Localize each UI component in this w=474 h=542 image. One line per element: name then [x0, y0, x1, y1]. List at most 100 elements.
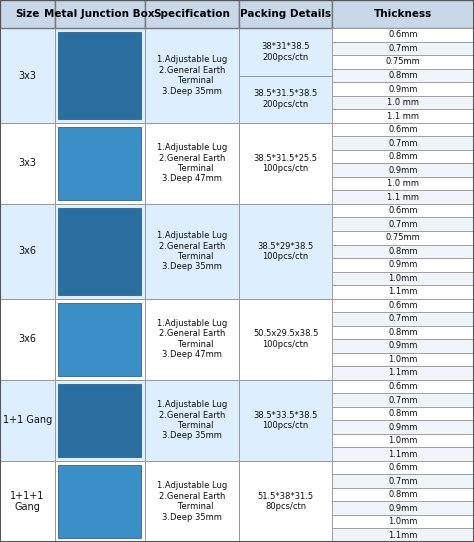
Text: 0.9mm: 0.9mm — [388, 504, 418, 513]
Bar — [145, 0, 239, 28]
Bar — [332, 461, 474, 474]
Bar — [332, 150, 474, 163]
Bar — [239, 28, 332, 123]
Bar — [239, 299, 332, 380]
Bar — [58, 127, 141, 200]
Bar — [55, 380, 145, 461]
Bar — [58, 302, 141, 376]
Bar — [332, 55, 474, 69]
Bar — [332, 272, 474, 285]
Text: 1.Adjustable Lug
2.General Earth
   Terminal
3.Deep 35mm: 1.Adjustable Lug 2.General Earth Termina… — [157, 400, 227, 441]
Bar — [332, 339, 474, 353]
Bar — [332, 123, 474, 137]
Bar — [58, 465, 141, 538]
Bar — [55, 299, 145, 380]
Text: 0.9mm: 0.9mm — [388, 166, 418, 175]
Text: 0.6mm: 0.6mm — [388, 206, 418, 215]
Text: 0.6mm: 0.6mm — [388, 125, 418, 134]
Text: 0.8mm: 0.8mm — [388, 490, 418, 499]
Text: 0.7mm: 0.7mm — [388, 396, 418, 404]
Text: 0.7mm: 0.7mm — [388, 314, 418, 324]
Text: Specification: Specification — [154, 9, 230, 19]
Bar — [0, 123, 55, 204]
Bar — [332, 312, 474, 326]
Bar — [332, 137, 474, 150]
Text: 1.1mm: 1.1mm — [388, 369, 418, 377]
Bar — [239, 461, 332, 542]
Bar — [332, 528, 474, 542]
Text: 1.0 mm: 1.0 mm — [387, 98, 419, 107]
Bar — [0, 204, 55, 299]
Text: Metal Junction Box: Metal Junction Box — [44, 9, 155, 19]
Text: 0.8mm: 0.8mm — [388, 71, 418, 80]
Text: 0.9mm: 0.9mm — [388, 423, 418, 431]
Bar — [332, 488, 474, 501]
Bar — [332, 28, 474, 42]
Text: 38.5*33.5*38.5
100pcs/ctn: 38.5*33.5*38.5 100pcs/ctn — [254, 411, 318, 430]
Text: 3x6: 3x6 — [18, 334, 36, 344]
Bar — [58, 384, 141, 457]
Text: 0.6mm: 0.6mm — [388, 382, 418, 391]
Text: 0.8mm: 0.8mm — [388, 328, 418, 337]
Text: 1.0mm: 1.0mm — [388, 355, 418, 364]
Bar — [332, 407, 474, 420]
Text: 0.8mm: 0.8mm — [388, 247, 418, 256]
Bar — [239, 204, 332, 299]
Bar — [332, 326, 474, 339]
Bar — [332, 380, 474, 393]
Text: 0.6mm: 0.6mm — [388, 30, 418, 40]
Bar — [332, 258, 474, 272]
Bar — [55, 204, 145, 299]
Text: Thickness: Thickness — [374, 9, 432, 19]
Text: 0.9mm: 0.9mm — [388, 341, 418, 351]
Text: 1.Adjustable Lug
2.General Earth
   Terminal
3.Deep 47mm: 1.Adjustable Lug 2.General Earth Termina… — [157, 143, 227, 184]
Bar — [332, 96, 474, 109]
Bar — [145, 204, 239, 299]
Text: 3x3: 3x3 — [18, 158, 36, 169]
Text: 1.0mm: 1.0mm — [388, 274, 418, 283]
Bar — [0, 380, 55, 461]
Text: 50.5x29.5x38.5
100pcs/ctn: 50.5x29.5x38.5 100pcs/ctn — [253, 330, 318, 349]
Bar — [332, 501, 474, 515]
Bar — [332, 109, 474, 123]
Text: 0.75mm: 0.75mm — [385, 233, 420, 242]
Bar — [0, 461, 55, 542]
Text: 1.Adjustable Lug
2.General Earth
   Terminal
3.Deep 35mm: 1.Adjustable Lug 2.General Earth Termina… — [157, 481, 227, 521]
Bar — [239, 380, 332, 461]
Bar — [332, 177, 474, 190]
Bar — [145, 461, 239, 542]
Bar — [332, 353, 474, 366]
Text: 38.5*29*38.5
100pcs/ctn: 38.5*29*38.5 100pcs/ctn — [257, 242, 314, 261]
Text: 0.6mm: 0.6mm — [388, 301, 418, 310]
Bar — [332, 163, 474, 177]
Text: 1.Adjustable Lug
2.General Earth
   Terminal
3.Deep 35mm: 1.Adjustable Lug 2.General Earth Termina… — [157, 231, 227, 272]
Bar — [0, 299, 55, 380]
Text: 0.6mm: 0.6mm — [388, 463, 418, 472]
Text: 38.5*31.5*38.5
200pcs/ctn: 38.5*31.5*38.5 200pcs/ctn — [254, 89, 318, 109]
Text: 3x6: 3x6 — [18, 246, 36, 256]
Text: 0.7mm: 0.7mm — [388, 220, 418, 229]
Bar — [332, 515, 474, 528]
Bar — [145, 380, 239, 461]
Bar — [0, 28, 55, 123]
Text: 0.9mm: 0.9mm — [388, 260, 418, 269]
Bar — [332, 420, 474, 434]
Bar — [0, 0, 55, 28]
Bar — [332, 42, 474, 55]
Text: 1.1 mm: 1.1 mm — [387, 112, 419, 120]
Bar — [332, 474, 474, 488]
Text: 0.8mm: 0.8mm — [388, 152, 418, 161]
Text: 1+1+1
Gang: 1+1+1 Gang — [10, 491, 45, 512]
Bar — [332, 217, 474, 231]
Text: 0.8mm: 0.8mm — [388, 409, 418, 418]
Bar — [55, 28, 145, 123]
Bar — [239, 123, 332, 204]
Text: 0.7mm: 0.7mm — [388, 44, 418, 53]
Bar — [332, 299, 474, 312]
Text: Size: Size — [15, 9, 39, 19]
Bar — [55, 123, 145, 204]
Bar — [58, 208, 141, 294]
Bar — [332, 204, 474, 217]
Bar — [145, 28, 239, 123]
Bar — [55, 0, 145, 28]
